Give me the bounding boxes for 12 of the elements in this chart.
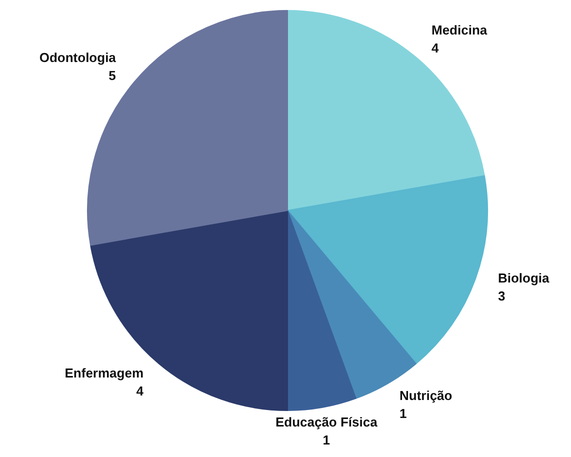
slice-label: Odontologia <box>39 50 117 66</box>
data-label: 1 <box>400 406 407 421</box>
slice-label: Educação Física <box>275 414 378 430</box>
data-label: 3 <box>498 288 506 304</box>
slice-label: Nutrição <box>400 388 452 403</box>
slice-label: Enfermagem <box>64 366 144 381</box>
data-label: 5 <box>108 68 116 84</box>
data-label: 4 <box>136 384 144 399</box>
data-label: 4 <box>431 40 440 56</box>
data-label: 1 <box>322 432 330 448</box>
slice-label: Biologia <box>498 270 550 286</box>
slice-label: Medicina <box>431 22 488 38</box>
